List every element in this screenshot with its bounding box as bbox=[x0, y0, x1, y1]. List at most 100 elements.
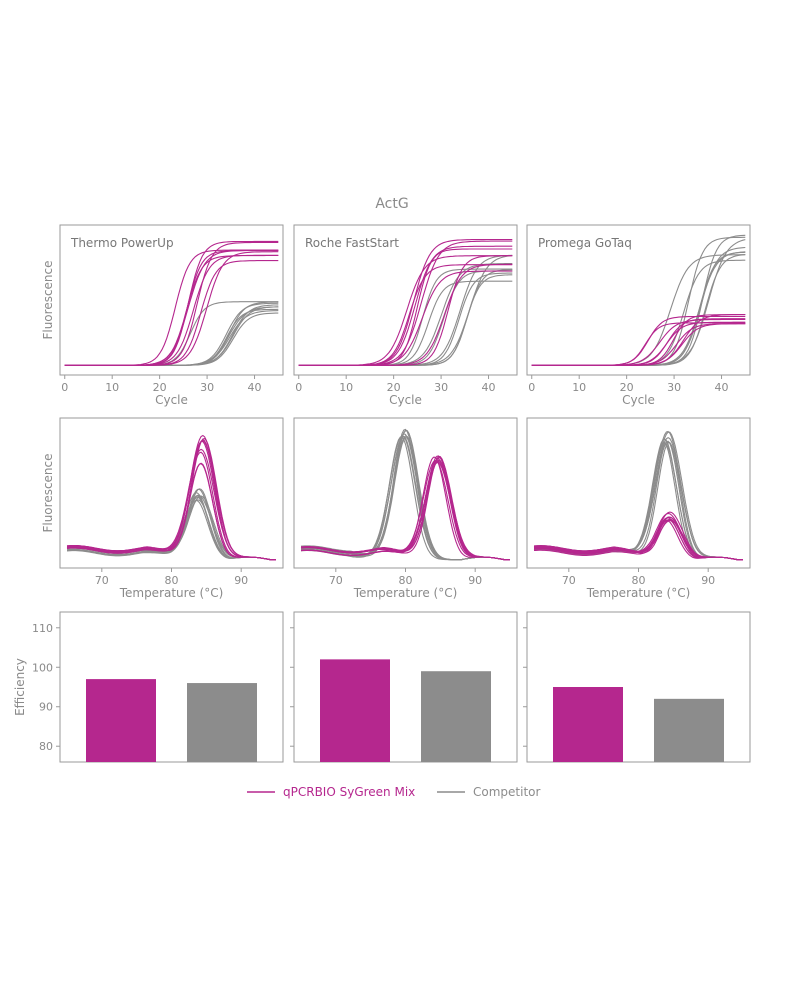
bar-sygreen bbox=[553, 687, 623, 762]
curve-competitor bbox=[531, 234, 746, 366]
bar-sygreen bbox=[86, 679, 156, 762]
curve-sygreen bbox=[64, 254, 279, 366]
curve-sygreen bbox=[300, 457, 510, 561]
x-axis-label: Temperature (°C) bbox=[119, 586, 224, 600]
series-sygreen bbox=[533, 511, 743, 561]
x-tick-label: 40 bbox=[482, 381, 496, 394]
y-tick-label: 100 bbox=[32, 661, 53, 674]
curve-sygreen bbox=[66, 451, 276, 561]
x-tick-label: 90 bbox=[701, 574, 715, 587]
curve-sygreen bbox=[531, 318, 746, 366]
y-tick-label: 110 bbox=[32, 622, 53, 635]
x-axis-label: Cycle bbox=[389, 393, 422, 407]
x-tick-label: 30 bbox=[200, 381, 214, 394]
curve-sygreen bbox=[66, 440, 276, 561]
curve-competitor bbox=[300, 430, 510, 561]
curve-competitor bbox=[64, 306, 279, 366]
curve-sygreen bbox=[531, 322, 746, 366]
series-competitor bbox=[533, 430, 743, 561]
panel-amplification-1: 0 10 20 30 40 Cycle Fluorescence Thermo PowerUp bbox=[41, 224, 284, 407]
panel-amplification-3: 0 10 20 30 40 Cycle Promega GoTaq bbox=[526, 224, 751, 407]
curve-sygreen bbox=[66, 437, 276, 561]
curve-sygreen bbox=[66, 439, 276, 561]
panel-frame bbox=[526, 224, 751, 376]
series-sygreen bbox=[531, 313, 746, 366]
curve-competitor bbox=[64, 304, 279, 366]
curve-competitor bbox=[298, 274, 513, 366]
curve-competitor bbox=[300, 435, 510, 561]
curve-sygreen bbox=[64, 249, 279, 366]
panel-label: Roche FastStart bbox=[305, 236, 399, 250]
curve-competitor bbox=[531, 254, 746, 366]
curve-sygreen bbox=[533, 519, 743, 561]
curve-competitor bbox=[300, 435, 510, 561]
legend-label-sygreen: qPCRBIO SyGreen Mix bbox=[283, 785, 415, 799]
y-tick-label: 80 bbox=[39, 740, 53, 753]
y-axis-label: Efficiency bbox=[13, 658, 27, 716]
panel-frame bbox=[59, 224, 284, 376]
series-competitor bbox=[531, 234, 746, 366]
x-tick-label: 20 bbox=[620, 381, 634, 394]
curve-competitor bbox=[300, 428, 510, 561]
x-tick-label: 10 bbox=[339, 381, 353, 394]
x-tick-label: 30 bbox=[667, 381, 681, 394]
curve-sygreen bbox=[66, 448, 276, 561]
x-tick-label: 40 bbox=[715, 381, 729, 394]
curve-sygreen bbox=[531, 323, 746, 366]
x-axis-label: Cycle bbox=[155, 393, 188, 407]
x-axis-label: Cycle bbox=[622, 393, 655, 407]
x-tick-label: 80 bbox=[399, 574, 413, 587]
panel-melt-1: 70 80 90 Temperature (°C) Fluorescence bbox=[41, 417, 284, 600]
curve-competitor bbox=[298, 269, 513, 366]
bar-competitor bbox=[187, 683, 257, 762]
x-tick-label: 30 bbox=[434, 381, 448, 394]
curve-sygreen bbox=[64, 254, 279, 366]
panel-frame bbox=[526, 611, 751, 763]
curve-sygreen bbox=[300, 455, 510, 561]
curve-competitor bbox=[531, 246, 746, 366]
legend-label-competitor: Competitor bbox=[473, 785, 540, 799]
x-tick-label: 70 bbox=[562, 574, 576, 587]
curve-sygreen bbox=[300, 460, 510, 561]
x-tick-label: 0 bbox=[295, 381, 302, 394]
curve-sygreen bbox=[300, 459, 510, 561]
curve-sygreen bbox=[531, 321, 746, 366]
curve-competitor bbox=[64, 310, 279, 366]
curve-competitor bbox=[298, 272, 513, 366]
panel-frame bbox=[293, 224, 518, 376]
bar-competitor bbox=[654, 698, 724, 762]
x-tick-label: 20 bbox=[387, 381, 401, 394]
curve-competitor bbox=[300, 436, 510, 561]
curve-competitor bbox=[533, 431, 743, 561]
series-sygreen bbox=[298, 238, 513, 366]
curve-competitor bbox=[300, 433, 510, 561]
curve-sygreen bbox=[531, 318, 746, 366]
x-tick-label: 70 bbox=[329, 574, 343, 587]
panel-frame bbox=[59, 611, 284, 763]
x-tick-label: 80 bbox=[632, 574, 646, 587]
panels-group: 0 10 20 30 40 Cycle Fluorescence Thermo PowerUp… bbox=[13, 224, 751, 763]
curve-sygreen bbox=[298, 248, 513, 366]
curve-competitor bbox=[300, 435, 510, 561]
curve-competitor bbox=[300, 429, 510, 561]
curve-competitor bbox=[64, 301, 279, 366]
bar-sygreen bbox=[320, 659, 390, 762]
series-competitor bbox=[300, 428, 510, 561]
x-tick-label: 70 bbox=[95, 574, 109, 587]
legend: qPCRBIO SyGreen Mix Competitor bbox=[247, 785, 540, 799]
x-axis-label: Temperature (°C) bbox=[586, 586, 691, 600]
series-sygreen bbox=[66, 434, 276, 561]
x-tick-label: 0 bbox=[528, 381, 535, 394]
curve-sygreen bbox=[64, 251, 279, 366]
curve-sygreen bbox=[300, 459, 510, 561]
curve-competitor bbox=[533, 430, 743, 561]
curve-competitor bbox=[300, 436, 510, 561]
x-tick-label: 80 bbox=[165, 574, 179, 587]
curve-sygreen bbox=[66, 434, 276, 561]
curve-sygreen bbox=[531, 323, 746, 366]
curve-sygreen bbox=[300, 456, 510, 561]
curve-competitor bbox=[533, 436, 743, 561]
curve-sygreen bbox=[64, 240, 279, 366]
panel-label: Thermo PowerUp bbox=[70, 236, 174, 250]
